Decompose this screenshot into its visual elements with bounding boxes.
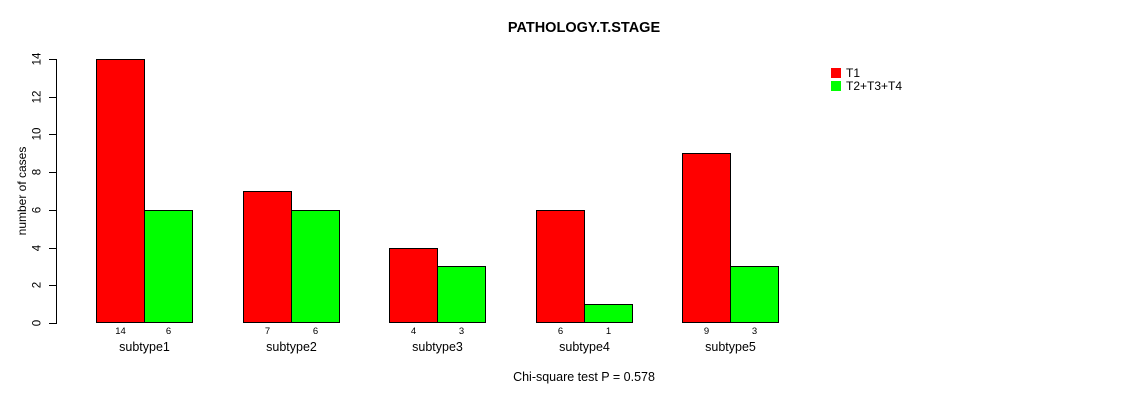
- y-tick: [49, 248, 56, 249]
- legend: T1 T2+T3+T4: [831, 66, 902, 92]
- y-tick-label: 8: [31, 168, 44, 176]
- y-axis-label: number of cases: [15, 146, 29, 236]
- bar-subtype1-T1: [96, 59, 145, 323]
- category-label-subtype5: subtype5: [705, 340, 756, 354]
- bar-subtype5-T2+T3+T4: [730, 266, 779, 323]
- y-tick-label: 14: [31, 52, 44, 66]
- legend-item-T2+T3+T4: T2+T3+T4: [831, 79, 902, 92]
- legend-item-T1: T1: [831, 66, 902, 79]
- category-label-subtype3: subtype3: [412, 340, 463, 354]
- legend-swatch-T1: [831, 67, 841, 78]
- bar-subtype4-T1: [536, 210, 585, 323]
- y-tick-label: 0: [31, 319, 44, 327]
- y-tick-label: 2: [31, 281, 44, 289]
- bar-subtype3-T1: [389, 248, 438, 323]
- y-tick: [49, 97, 56, 98]
- y-tick: [49, 285, 56, 286]
- bar-value-label: 6: [165, 326, 172, 337]
- category-label-subtype2: subtype2: [266, 340, 317, 354]
- y-tick-label: 6: [31, 206, 44, 214]
- bar-value-label: 3: [458, 326, 465, 337]
- y-tick-label: 4: [31, 244, 44, 252]
- bar-value-label: 6: [557, 326, 564, 337]
- legend-swatch-T2+T3+T4: [831, 80, 841, 91]
- y-tick-label: 10: [31, 127, 44, 141]
- bar-subtype3-T2+T3+T4: [437, 266, 486, 323]
- bar-value-label: 14: [115, 326, 126, 337]
- y-tick: [49, 134, 56, 135]
- chi-square-note: Chi-square test P = 0.578: [513, 370, 655, 384]
- bar-subtype2-T2+T3+T4: [291, 210, 340, 323]
- bar-value-label: 4: [410, 326, 417, 337]
- y-tick: [49, 323, 56, 324]
- bar-subtype2-T1: [243, 191, 292, 323]
- y-tick: [49, 172, 56, 173]
- legend-label: T2+T3+T4: [846, 78, 903, 93]
- bar-value-label: 1: [605, 326, 612, 337]
- category-label-subtype4: subtype4: [559, 340, 610, 354]
- bar-subtype1-T2+T3+T4: [144, 210, 193, 323]
- y-tick: [49, 210, 56, 211]
- y-tick: [49, 59, 56, 60]
- y-axis-line: [56, 59, 57, 324]
- legend-label: T1: [846, 65, 861, 80]
- bar-value-label: 3: [751, 326, 758, 337]
- bar-value-label: 7: [264, 326, 271, 337]
- y-tick-label: 12: [31, 90, 44, 104]
- bar-subtype5-T1: [682, 153, 731, 323]
- chart-title: PATHOLOGY.T.STAGE: [507, 20, 661, 36]
- bar-value-label: 6: [312, 326, 319, 337]
- bar-subtype4-T2+T3+T4: [584, 304, 633, 323]
- bar-value-label: 9: [703, 326, 710, 337]
- category-label-subtype1: subtype1: [119, 340, 170, 354]
